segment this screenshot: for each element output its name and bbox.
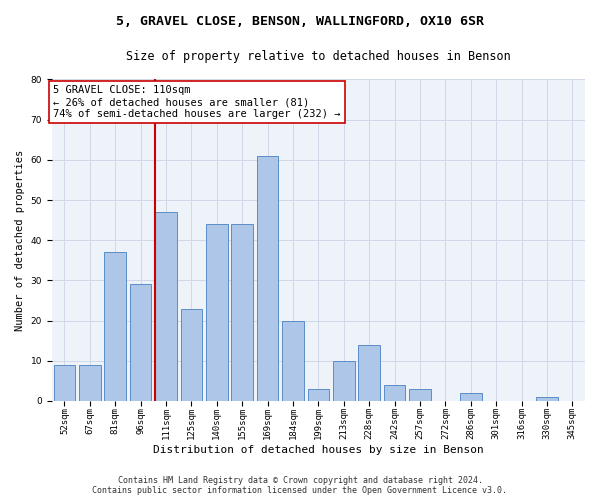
Bar <box>358 344 380 401</box>
Bar <box>282 320 304 401</box>
Bar <box>53 365 75 401</box>
Text: 5, GRAVEL CLOSE, BENSON, WALLINGFORD, OX10 6SR: 5, GRAVEL CLOSE, BENSON, WALLINGFORD, OX… <box>116 15 484 28</box>
Bar <box>155 212 177 401</box>
Y-axis label: Number of detached properties: Number of detached properties <box>15 150 25 331</box>
Bar <box>206 224 227 401</box>
Bar <box>536 397 558 401</box>
Bar <box>130 284 151 401</box>
Bar <box>232 224 253 401</box>
Bar <box>409 389 431 401</box>
Title: Size of property relative to detached houses in Benson: Size of property relative to detached ho… <box>126 50 511 63</box>
Bar <box>104 252 126 401</box>
Bar <box>308 389 329 401</box>
Bar <box>460 393 482 401</box>
Bar <box>384 385 406 401</box>
Bar <box>79 365 101 401</box>
X-axis label: Distribution of detached houses by size in Benson: Distribution of detached houses by size … <box>153 445 484 455</box>
Bar <box>333 361 355 401</box>
Text: Contains HM Land Registry data © Crown copyright and database right 2024.
Contai: Contains HM Land Registry data © Crown c… <box>92 476 508 495</box>
Text: 5 GRAVEL CLOSE: 110sqm
← 26% of detached houses are smaller (81)
74% of semi-det: 5 GRAVEL CLOSE: 110sqm ← 26% of detached… <box>53 86 341 118</box>
Bar <box>181 308 202 401</box>
Bar <box>257 156 278 401</box>
